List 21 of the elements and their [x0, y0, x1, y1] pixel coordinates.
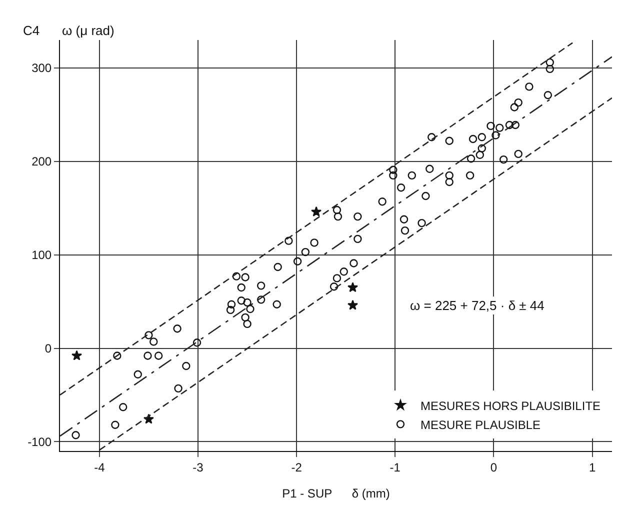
y-tick-label: 0 [44, 341, 52, 356]
x-tick-label: -2 [291, 460, 302, 474]
chart-title: C4 [23, 23, 40, 38]
y-tick-label: 200 [32, 154, 52, 169]
point [348, 300, 358, 310]
annotation: ω = 225 + 72,5 · δ ± 44 [410, 298, 544, 313]
y-tick-label: 300 [32, 61, 52, 76]
legend-label: MESURES HORS PLAUSIBILITE [420, 398, 601, 413]
point [348, 282, 358, 292]
x-tick-label: 1 [588, 460, 596, 474]
x-axis-title: P1 - SUP δ (mm) [282, 486, 390, 500]
x-tick-label: -1 [390, 460, 401, 474]
y-tick-label: -100 [28, 434, 52, 449]
y-tick-label: 100 [32, 248, 52, 262]
y-axis-title: ω (μ rad) [62, 23, 114, 38]
x-tick-label: -3 [192, 460, 204, 474]
x-tick-label: 0 [490, 460, 498, 474]
point [72, 350, 82, 360]
point [311, 206, 322, 216]
x-tick-label: -4 [94, 460, 106, 474]
legend-label: MESURE PLAUSIBLE [420, 418, 541, 432]
